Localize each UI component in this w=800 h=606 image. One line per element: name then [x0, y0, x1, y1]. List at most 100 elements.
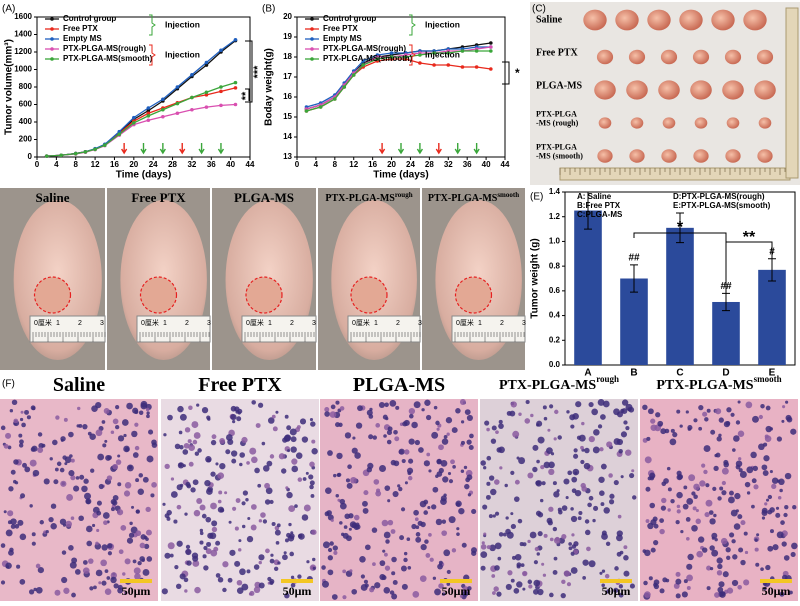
- cell: [580, 459, 585, 465]
- cell: [134, 445, 140, 451]
- x-tick-label: 32: [444, 160, 453, 169]
- cell: [548, 506, 554, 512]
- cell: [428, 469, 432, 473]
- x-tick-label: 0: [35, 160, 40, 169]
- cell: [62, 455, 67, 460]
- cell: [576, 435, 582, 440]
- cell: [95, 541, 99, 546]
- cell: [192, 560, 200, 567]
- ruler-label: 2: [78, 320, 82, 327]
- cell: [598, 476, 605, 483]
- cell: [363, 579, 369, 584]
- cell: [718, 433, 722, 437]
- cell: [19, 578, 26, 585]
- cell: [507, 570, 513, 576]
- cell: [327, 450, 333, 456]
- cell: [18, 443, 24, 448]
- cell: [553, 537, 561, 544]
- cell: [546, 447, 553, 454]
- cell: [790, 551, 796, 558]
- row-label: Free PTX: [536, 47, 579, 58]
- tumor: [694, 117, 708, 129]
- cell: [431, 431, 439, 439]
- annotation: ***: [252, 65, 264, 79]
- data-point: [375, 57, 380, 61]
- cell: [258, 560, 262, 565]
- cell: [144, 543, 150, 549]
- cell: [284, 592, 290, 599]
- cell: [609, 499, 615, 505]
- cell: [528, 584, 533, 589]
- cell: [553, 491, 560, 498]
- cell: [206, 488, 213, 495]
- cell: [227, 438, 234, 446]
- cell: [98, 483, 104, 490]
- cell: [486, 455, 492, 461]
- cell: [731, 579, 739, 587]
- cell: [250, 524, 257, 531]
- legend-label: PTX-PLGA-MS(smooth): [63, 54, 153, 63]
- cell: [360, 574, 365, 579]
- cell: [92, 523, 96, 528]
- cell: [104, 588, 112, 595]
- data-point: [403, 55, 408, 59]
- cell: [729, 490, 734, 496]
- cell: [605, 541, 611, 547]
- cell: [222, 587, 227, 593]
- cell: [39, 520, 44, 525]
- cell: [309, 418, 314, 422]
- cell: [424, 399, 431, 406]
- cell: [557, 435, 562, 440]
- cell: [771, 477, 779, 484]
- y-tick-label: 0.8: [549, 261, 561, 270]
- cell: [276, 523, 281, 528]
- cell: [197, 448, 202, 453]
- cell: [593, 505, 599, 511]
- cell: [441, 438, 449, 445]
- legend-marker: [310, 27, 314, 31]
- cell: [725, 547, 731, 553]
- cell: [739, 471, 747, 478]
- cell: [573, 549, 579, 555]
- cell: [726, 555, 731, 560]
- cell: [342, 569, 347, 574]
- ruler: [29, 315, 106, 343]
- cell: [0, 543, 6, 548]
- cell: [333, 550, 338, 555]
- cell: [50, 503, 57, 509]
- cell: [782, 405, 786, 409]
- cell: [29, 459, 37, 467]
- cell: [265, 548, 270, 554]
- cell: [659, 588, 665, 594]
- cell: [270, 553, 274, 557]
- cell: [264, 499, 271, 505]
- cell: [769, 470, 773, 474]
- cell: [516, 564, 521, 569]
- cell: [188, 405, 193, 411]
- ruler-label: 0厘米: [141, 318, 159, 327]
- cell: [145, 529, 152, 536]
- cell: [445, 417, 453, 424]
- cell: [618, 449, 623, 454]
- cell: [491, 574, 496, 578]
- error-bar: [630, 264, 638, 293]
- cell: [246, 535, 254, 543]
- cell: [61, 550, 67, 555]
- cell: [146, 411, 150, 415]
- cell: [737, 514, 743, 520]
- cell: [184, 427, 191, 433]
- cell: [561, 579, 566, 585]
- cell: [584, 529, 591, 536]
- cell: [146, 455, 154, 463]
- data-point: [146, 118, 151, 123]
- cell: [695, 518, 701, 524]
- cell: [495, 430, 499, 435]
- cell: [362, 500, 368, 507]
- cell: [348, 527, 352, 531]
- cell: [387, 426, 393, 432]
- cell: [176, 540, 183, 547]
- cell: [459, 399, 466, 405]
- cell: [246, 569, 251, 574]
- cell: [339, 406, 345, 411]
- cell: [74, 569, 81, 575]
